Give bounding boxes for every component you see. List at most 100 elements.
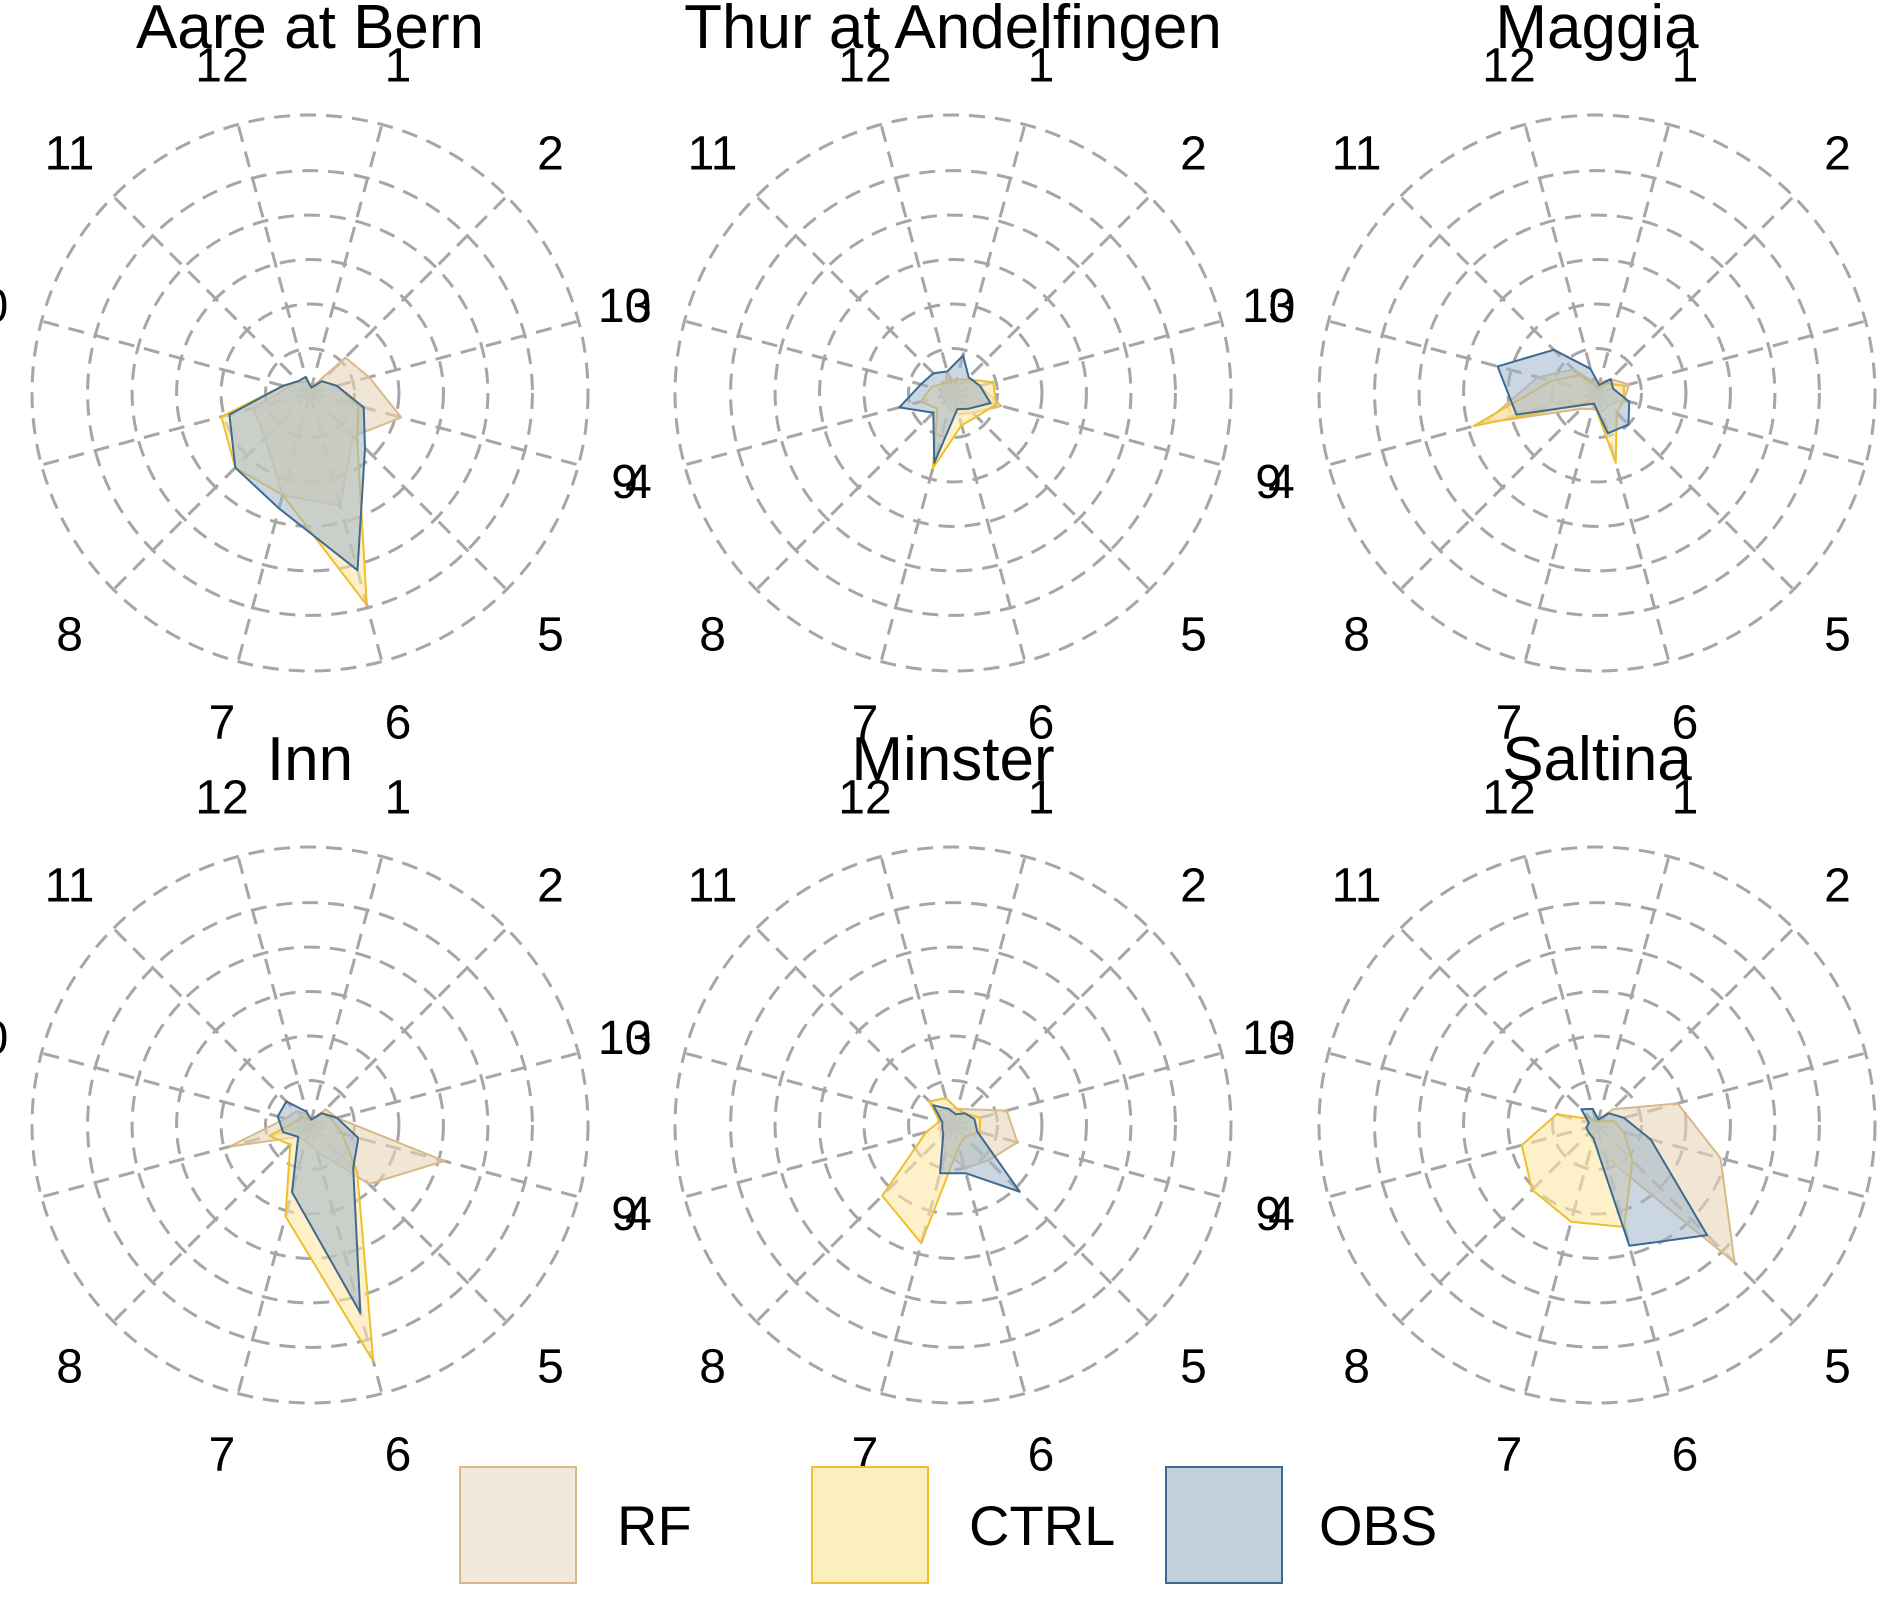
spoke-month-7 (879, 1124, 955, 1394)
month-label-4: 4 (1268, 456, 1295, 509)
grid-ring-3 (818, 990, 1088, 1260)
spoke-month-7 (236, 392, 312, 662)
spoke-month-3 (1596, 1051, 1866, 1127)
series-obs-area (1496, 348, 1631, 435)
spoke-month-7 (1523, 392, 1599, 662)
month-label-2: 2 (537, 128, 564, 181)
month-label-8: 8 (56, 1340, 83, 1393)
month-label-10: 10 (1242, 280, 1295, 333)
series-obs-area (932, 1104, 1021, 1193)
month-label-2: 2 (1180, 128, 1207, 181)
spoke-month-8 (1399, 391, 1599, 591)
grid-ring-6 (30, 113, 590, 673)
grid-ring-5 (1373, 169, 1821, 617)
month-label-4: 4 (625, 456, 652, 509)
month-label-11: 11 (1332, 860, 1382, 913)
spoke-month-1 (951, 856, 1027, 1126)
spoke-month-5 (951, 1123, 1151, 1323)
spoke-month-11 (112, 195, 312, 395)
spoke-month-12 (879, 856, 955, 1126)
grid-ring-6 (1317, 113, 1877, 673)
panel-title: Saltina (1502, 725, 1692, 794)
grid-ring-6 (673, 845, 1233, 1405)
panel-title: Inn (267, 725, 353, 794)
spoke-month-7 (879, 392, 955, 662)
panel-title: Aare at Bern (136, 0, 484, 62)
spoke-month-4 (1596, 1123, 1866, 1199)
spoke-month-12 (1523, 124, 1599, 394)
spoke-month-10 (1328, 1051, 1598, 1127)
grid-ring-5 (729, 901, 1177, 1349)
spoke-month-12 (236, 856, 312, 1126)
spoke-month-5 (951, 391, 1151, 591)
month-label-10: 10 (0, 1012, 8, 1065)
radar-panel-maggia: Maggia123456789101112 (1242, 0, 1877, 749)
grid-ring-3 (1462, 990, 1732, 1260)
legend-label-obs: OBS (1319, 1494, 1437, 1557)
spoke-month-4 (952, 1123, 1222, 1199)
month-label-10: 10 (1242, 1012, 1295, 1065)
month-label-11: 11 (688, 860, 738, 913)
radar-panel-aare-at-bern: Aare at Bern123456789101112 (0, 0, 652, 749)
series-obs-area (276, 1100, 362, 1314)
spoke-month-8 (755, 1123, 955, 1323)
grid-ring-5 (1373, 901, 1821, 1349)
month-label-1: 1 (1672, 772, 1699, 825)
month-label-7: 7 (1496, 696, 1523, 749)
spoke-month-2 (308, 195, 508, 395)
spoke-month-7 (1523, 1124, 1599, 1394)
month-label-7: 7 (209, 1428, 236, 1481)
month-label-11: 11 (45, 128, 95, 181)
spoke-month-6 (951, 392, 1027, 662)
month-label-2: 2 (1824, 860, 1851, 913)
month-label-3: 3 (1268, 1012, 1295, 1065)
spoke-month-9 (1328, 1123, 1598, 1199)
month-label-1: 1 (1028, 772, 1055, 825)
spoke-month-9 (684, 391, 954, 467)
grid-ring-4 (773, 945, 1133, 1305)
month-label-7: 7 (1496, 1428, 1523, 1481)
spoke-month-11 (112, 927, 312, 1127)
month-label-11: 11 (45, 860, 95, 913)
month-label-4: 4 (625, 1188, 652, 1241)
month-label-8: 8 (699, 608, 726, 661)
month-label-5: 5 (537, 1340, 564, 1393)
spoke-month-9 (1328, 391, 1598, 467)
month-label-1: 1 (1672, 40, 1699, 93)
spoke-month-9 (684, 1123, 954, 1199)
legend: RF CTRL OBS (459, 1466, 1437, 1584)
spoke-month-1 (308, 856, 384, 1126)
month-label-3: 3 (1268, 280, 1295, 333)
grid-ring-6 (673, 113, 1233, 673)
spoke-month-11 (1399, 195, 1599, 395)
month-label-11: 11 (1332, 128, 1382, 181)
month-label-12: 12 (838, 772, 891, 825)
spoke-month-1 (308, 124, 384, 394)
month-label-9: 9 (611, 456, 638, 509)
grid-ring-1 (907, 347, 999, 439)
spoke-month-2 (951, 195, 1151, 395)
grid-ring-4 (1417, 945, 1777, 1305)
month-label-6: 6 (1672, 696, 1699, 749)
month-label-9: 9 (1255, 456, 1282, 509)
spoke-month-7 (236, 1124, 312, 1394)
month-label-12: 12 (195, 40, 248, 93)
month-label-6: 6 (1672, 1428, 1699, 1481)
month-label-12: 12 (838, 40, 891, 93)
grid-ring-4 (773, 213, 1133, 573)
legend-item-obs: OBS (1165, 1466, 1437, 1584)
month-label-2: 2 (537, 860, 564, 913)
spoke-month-4 (952, 391, 1222, 467)
month-label-8: 8 (1343, 1340, 1370, 1393)
grid-ring-6 (30, 845, 590, 1405)
month-label-9: 9 (611, 1188, 638, 1241)
radar-panel-inn: Inn123456789101112 (0, 725, 652, 1481)
grid-ring-5 (86, 169, 534, 617)
spoke-month-3 (309, 1051, 579, 1127)
grid-ring-3 (1462, 258, 1732, 528)
spoke-month-1 (1595, 856, 1671, 1126)
spoke-month-6 (1595, 1124, 1671, 1394)
month-label-7: 7 (852, 696, 879, 749)
